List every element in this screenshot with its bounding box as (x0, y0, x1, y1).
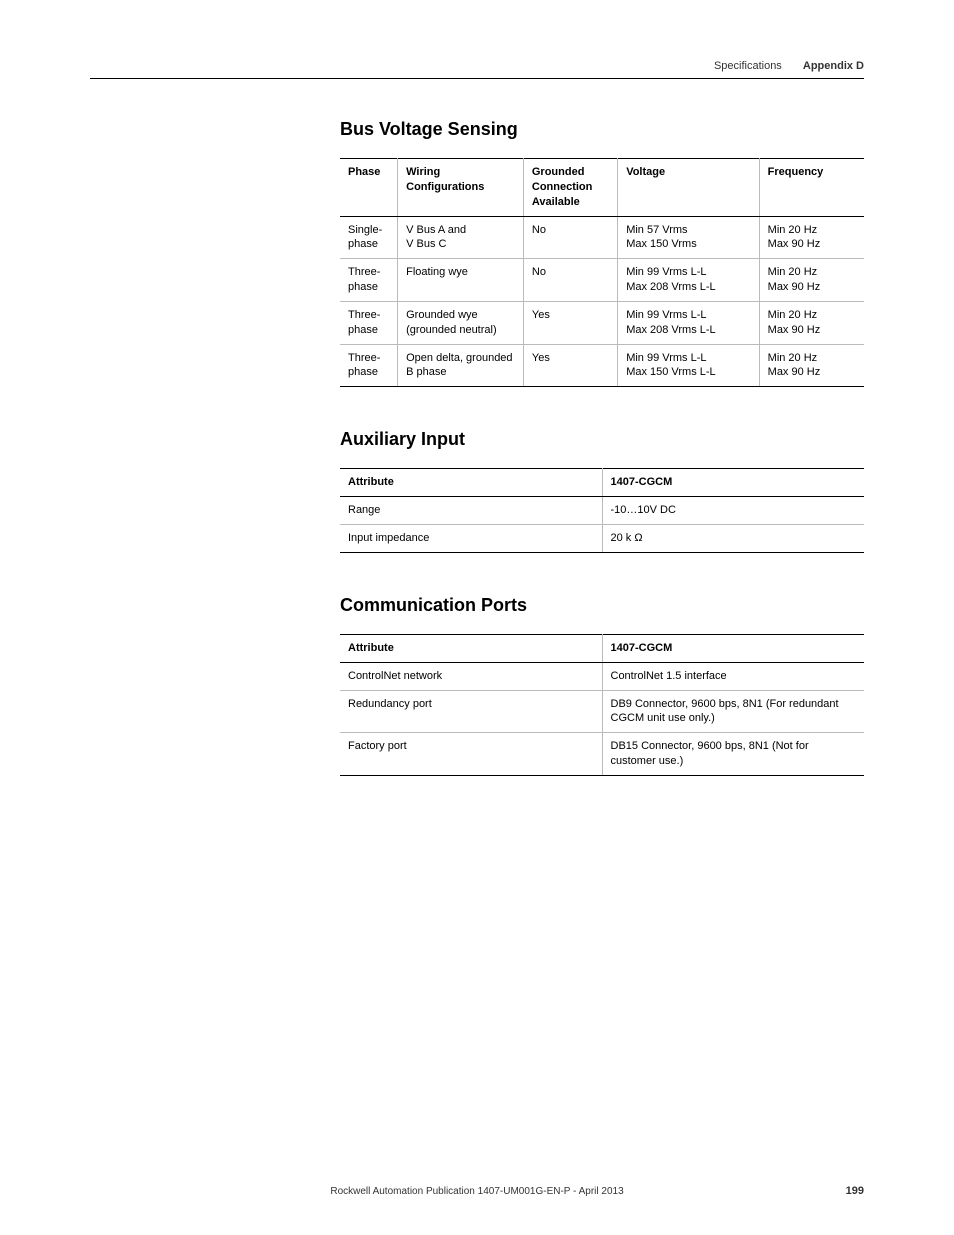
footer-page-number: 199 (846, 1185, 864, 1197)
cell: No (523, 259, 617, 302)
cell: Min 20 HzMax 90 Hz (759, 301, 864, 344)
col-header: Grounded Connection Available (523, 159, 617, 217)
col-header: 1407-CGCM (602, 469, 864, 497)
cell: Min 20 HzMax 90 Hz (759, 344, 864, 387)
table-row: Single-phase V Bus A andV Bus C No Min 5… (340, 216, 864, 259)
table-row: Input impedance 20 k Ω (340, 524, 864, 552)
cell: Three-phase (340, 301, 398, 344)
col-header: Attribute (340, 634, 602, 662)
page-header: Specifications Appendix D (90, 60, 864, 79)
cell: Grounded wye (grounded neutral) (398, 301, 524, 344)
content-area: Bus Voltage Sensing Phase Wiring Configu… (340, 119, 864, 776)
cell: Min 20 HzMax 90 Hz (759, 259, 864, 302)
header-appendix-label: Appendix D (803, 60, 864, 72)
table-row: Three-phase Floating wye No Min 99 Vrms … (340, 259, 864, 302)
cell: Factory port (340, 733, 602, 776)
table-row: Factory port DB15 Connector, 9600 bps, 8… (340, 733, 864, 776)
cell: Three-phase (340, 344, 398, 387)
cell: Open delta, grounded B phase (398, 344, 524, 387)
cell: Single-phase (340, 216, 398, 259)
cell: Min 99 Vrms L-LMax 150 Vrms L-L (618, 344, 759, 387)
cell: Min 57 VrmsMax 150 Vrms (618, 216, 759, 259)
bus-voltage-title: Bus Voltage Sensing (340, 119, 864, 140)
cell: No (523, 216, 617, 259)
cell: -10…10V DC (602, 497, 864, 525)
cell: Min 99 Vrms L-LMax 208 Vrms L-L (618, 301, 759, 344)
aux-input-table: Attribute 1407-CGCM Range -10…10V DC Inp… (340, 468, 864, 553)
table-row: Redundancy port DB9 Connector, 9600 bps,… (340, 690, 864, 733)
cell: ControlNet network (340, 662, 602, 690)
col-header: Attribute (340, 469, 602, 497)
table-header-row: Phase Wiring Configurations Grounded Con… (340, 159, 864, 217)
cell: ControlNet 1.5 interface (602, 662, 864, 690)
cell: Three-phase (340, 259, 398, 302)
comm-ports-table: Attribute 1407-CGCM ControlNet network C… (340, 634, 864, 776)
bus-voltage-table: Phase Wiring Configurations Grounded Con… (340, 158, 864, 387)
footer-publication: Rockwell Automation Publication 1407-UM0… (90, 1186, 864, 1197)
table-row: ControlNet network ControlNet 1.5 interf… (340, 662, 864, 690)
col-header: 1407-CGCM (602, 634, 864, 662)
table-header-row: Attribute 1407-CGCM (340, 634, 864, 662)
col-header: Voltage (618, 159, 759, 217)
cell: DB15 Connector, 9600 bps, 8N1 (Not for c… (602, 733, 864, 776)
header-section-name: Specifications (714, 60, 782, 72)
cell: Input impedance (340, 524, 602, 552)
col-header: Phase (340, 159, 398, 217)
cell: Floating wye (398, 259, 524, 302)
table-header-row: Attribute 1407-CGCM (340, 469, 864, 497)
cell: DB9 Connector, 9600 bps, 8N1 (For redund… (602, 690, 864, 733)
col-header: Wiring Configurations (398, 159, 524, 217)
col-header: Frequency (759, 159, 864, 217)
cell: Yes (523, 344, 617, 387)
cell: 20 k Ω (602, 524, 864, 552)
cell: Min 99 Vrms L-LMax 208 Vrms L-L (618, 259, 759, 302)
table-row: Three-phase Grounded wye (grounded neutr… (340, 301, 864, 344)
cell: Range (340, 497, 602, 525)
table-row: Three-phase Open delta, grounded B phase… (340, 344, 864, 387)
cell: Redundancy port (340, 690, 602, 733)
page-container: Specifications Appendix D Bus Voltage Se… (0, 0, 954, 1235)
cell: Min 20 HzMax 90 Hz (759, 216, 864, 259)
comm-ports-title: Communication Ports (340, 595, 864, 616)
table-row: Range -10…10V DC (340, 497, 864, 525)
cell: V Bus A andV Bus C (398, 216, 524, 259)
cell: Yes (523, 301, 617, 344)
aux-input-title: Auxiliary Input (340, 429, 864, 450)
page-footer: Rockwell Automation Publication 1407-UM0… (90, 1186, 864, 1197)
